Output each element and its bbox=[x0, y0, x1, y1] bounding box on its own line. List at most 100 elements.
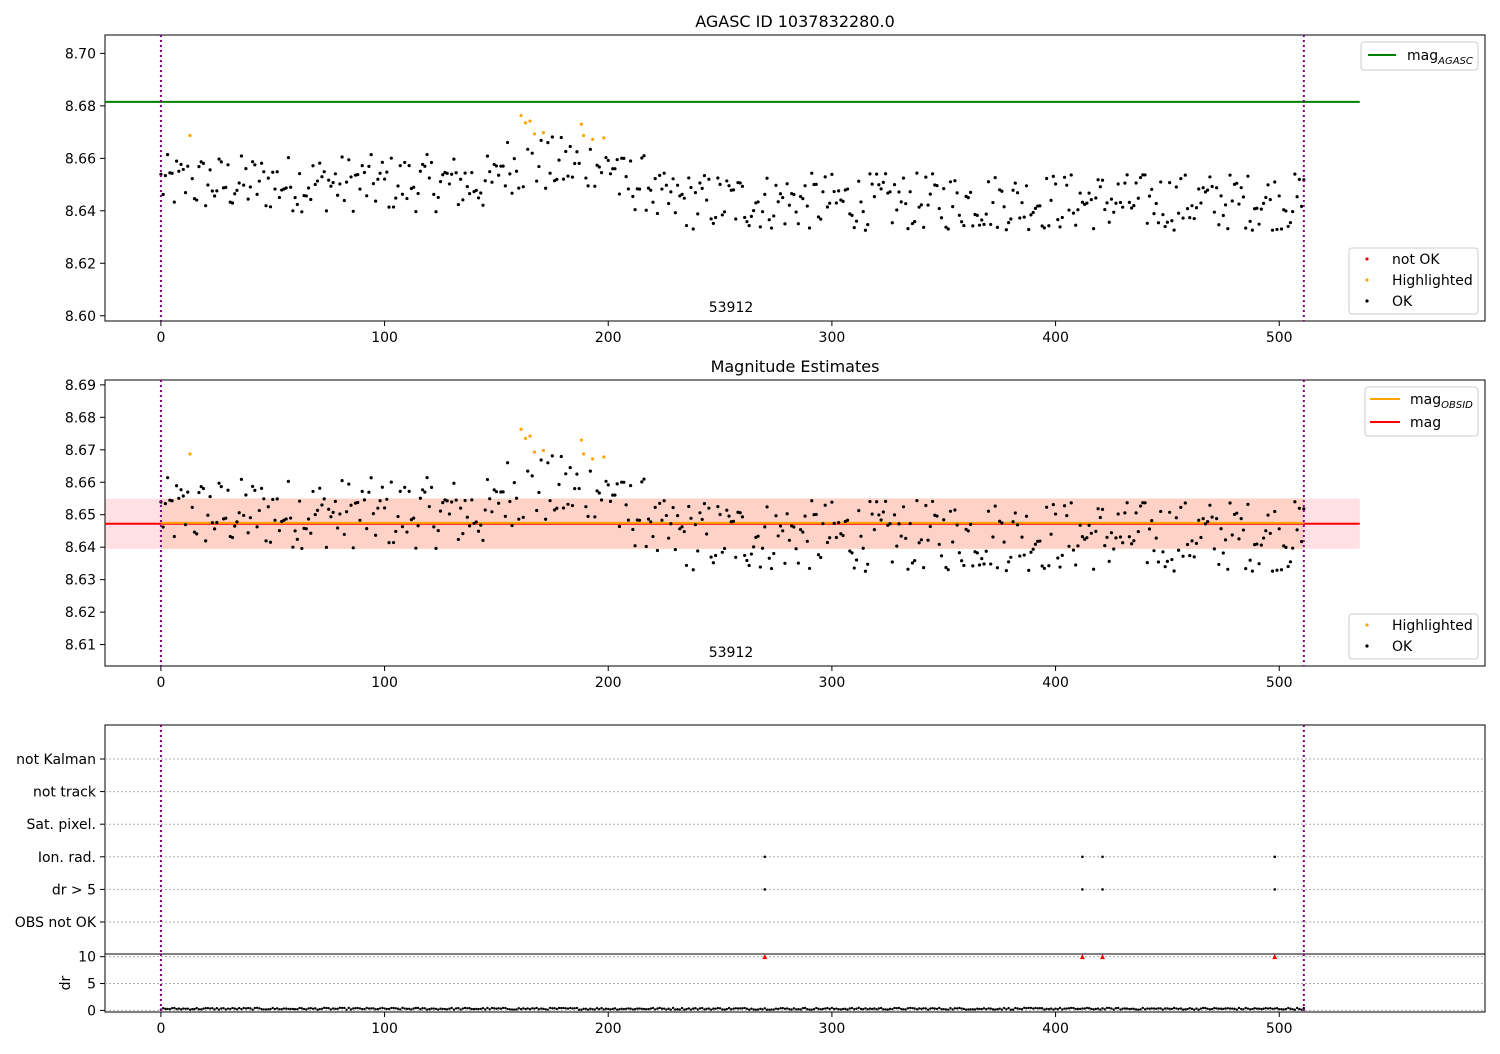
ok-point bbox=[863, 228, 868, 232]
ok-point bbox=[360, 489, 364, 493]
panel-mag-points bbox=[159, 427, 1306, 573]
ok-point bbox=[801, 196, 805, 201]
ok-point bbox=[340, 155, 344, 159]
dr-point bbox=[803, 1006, 807, 1010]
ok-point bbox=[304, 194, 308, 198]
ok-point bbox=[1165, 559, 1169, 563]
legend-highlighted-marker bbox=[1365, 278, 1369, 282]
ok-point bbox=[1293, 172, 1297, 176]
dr-point bbox=[1150, 1007, 1153, 1010]
dr-point bbox=[188, 1008, 192, 1011]
ok-point bbox=[765, 176, 769, 180]
ok-point bbox=[365, 527, 369, 531]
ok-point bbox=[586, 184, 590, 188]
ok-point bbox=[1297, 506, 1301, 510]
ok-point bbox=[512, 481, 516, 485]
flag-row-label: not track bbox=[33, 785, 97, 801]
ok-point bbox=[951, 204, 955, 209]
panel-agasc-points bbox=[159, 113, 1306, 232]
ok-point bbox=[1228, 173, 1232, 177]
y-tick-label: 8.68 bbox=[65, 99, 96, 115]
ok-point bbox=[378, 499, 382, 503]
ok-point bbox=[389, 480, 393, 484]
ok-point bbox=[1027, 568, 1031, 572]
ok-point bbox=[454, 171, 458, 175]
dr-point bbox=[857, 1006, 860, 1010]
ok-point bbox=[872, 195, 877, 199]
dr-point bbox=[376, 1007, 380, 1011]
ok-point bbox=[1053, 512, 1058, 516]
dr-point bbox=[199, 1008, 203, 1011]
ok-point bbox=[1159, 509, 1163, 514]
ok-point bbox=[186, 490, 190, 494]
dr-point bbox=[577, 1008, 581, 1011]
ok-point bbox=[787, 203, 792, 207]
ok-point bbox=[584, 505, 588, 509]
dr-point bbox=[1052, 1008, 1055, 1011]
dr-point bbox=[430, 1007, 433, 1010]
dr-point bbox=[1282, 1008, 1285, 1011]
ok-point bbox=[890, 221, 894, 225]
dr-point bbox=[1240, 1007, 1243, 1011]
dr-point bbox=[940, 1007, 943, 1011]
dr-point bbox=[546, 1008, 550, 1011]
dr-point bbox=[1025, 1007, 1028, 1010]
ok-point bbox=[696, 549, 700, 553]
ok-point bbox=[1295, 195, 1299, 199]
ok-point bbox=[734, 555, 738, 559]
dr-point bbox=[484, 1008, 487, 1011]
ok-point bbox=[461, 531, 465, 536]
dr-point bbox=[1257, 1007, 1261, 1010]
dr-point bbox=[607, 1007, 610, 1011]
y-tick-label: 8.64 bbox=[65, 540, 96, 556]
ok-point bbox=[161, 192, 165, 197]
ok-point bbox=[1163, 565, 1167, 569]
dr-point bbox=[179, 1008, 183, 1011]
dr-point bbox=[696, 1008, 699, 1011]
dr-point bbox=[904, 1008, 907, 1011]
dr-point bbox=[806, 1008, 809, 1011]
ok-point bbox=[1223, 203, 1228, 207]
ok-point bbox=[1112, 547, 1116, 551]
legend-highlighted-marker bbox=[1365, 623, 1369, 627]
dr-point bbox=[980, 1007, 983, 1011]
ok-point bbox=[991, 535, 995, 539]
ok-point bbox=[892, 513, 897, 517]
ok-point bbox=[805, 204, 809, 208]
ok-point bbox=[291, 209, 295, 213]
dr-point bbox=[553, 1007, 556, 1010]
dr-point bbox=[770, 1008, 773, 1011]
dr-point bbox=[926, 1008, 930, 1011]
dr-point bbox=[1172, 1006, 1176, 1010]
ok-point bbox=[342, 198, 346, 203]
ok-point bbox=[396, 184, 400, 188]
ok-point bbox=[785, 182, 789, 186]
dr-point bbox=[309, 1006, 312, 1010]
ok-point bbox=[497, 501, 501, 505]
ok-point bbox=[1127, 535, 1131, 539]
dr-capped-marker bbox=[1272, 954, 1278, 960]
dr-point bbox=[747, 1008, 751, 1011]
dr-point bbox=[826, 1006, 829, 1010]
dr-point bbox=[1231, 1007, 1234, 1010]
ok-point bbox=[490, 180, 494, 184]
dr-point bbox=[967, 1008, 970, 1011]
ok-point bbox=[1275, 227, 1279, 232]
dr-point bbox=[1141, 1006, 1144, 1010]
ok-point bbox=[624, 175, 628, 179]
dr-point bbox=[951, 1008, 954, 1011]
ok-point bbox=[769, 226, 774, 230]
panel-mag-obsid-label: 53912 bbox=[709, 645, 754, 661]
ok-point bbox=[177, 169, 181, 173]
ok-point bbox=[347, 158, 351, 162]
ok-point bbox=[837, 189, 841, 193]
ok-point bbox=[1257, 562, 1261, 566]
ok-point bbox=[850, 213, 854, 218]
ok-point bbox=[201, 161, 206, 165]
ok-point bbox=[727, 514, 731, 518]
ok-point bbox=[1201, 516, 1205, 521]
ok-point bbox=[1197, 187, 1201, 191]
ok-point bbox=[1275, 568, 1279, 572]
